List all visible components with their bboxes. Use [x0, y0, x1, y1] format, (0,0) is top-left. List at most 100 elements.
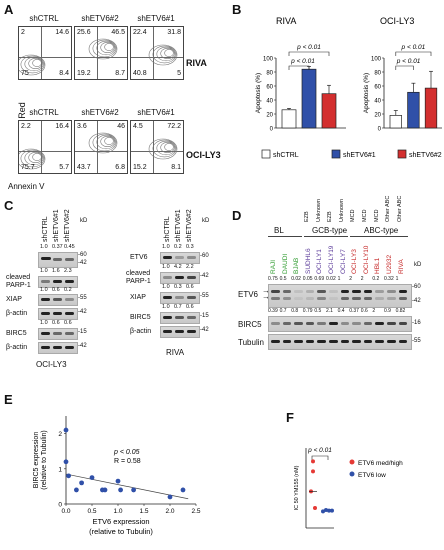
data-point [63, 427, 69, 433]
trend-line [65, 473, 189, 500]
band [187, 256, 196, 259]
xiap-quant: 0.3 [174, 284, 182, 290]
lane-header: shCTRL [42, 216, 49, 242]
kd-marker: -42 [412, 298, 421, 304]
band [53, 332, 62, 335]
kd-marker: -60 [412, 284, 421, 290]
contour-plot [88, 132, 118, 154]
quadrant-line-v [41, 27, 42, 79]
subtype-label: EZB [327, 211, 334, 222]
band [175, 316, 184, 319]
lane-header: shETV6#2 [64, 209, 71, 242]
row-label-etv6: ETV6 [130, 254, 148, 261]
parp-quant: 4.2 [174, 264, 182, 270]
row-label-parp: cleaved PARP-1 [6, 274, 31, 289]
panel-c-label: C [4, 198, 14, 213]
etv6-quant: 0.37 [52, 244, 63, 250]
kd-marker: -55 [412, 338, 421, 344]
quadrant-value-ul: 2.2 [21, 123, 31, 130]
quadrant-value-ur: 46 [117, 123, 125, 130]
row-label-actin: β-actin [130, 328, 152, 335]
blot-actin-2 [38, 342, 78, 354]
quadrant-value-ll: 75 [21, 70, 29, 77]
contour-ring [148, 138, 178, 160]
band [352, 297, 361, 300]
x-axis-label-annexin: Annexin V [8, 182, 45, 191]
kd-marker: -55 [200, 293, 209, 299]
x-tick-label: 1.5 [139, 508, 148, 515]
birc5-quant: 0.6 [64, 320, 72, 326]
legend-swatch [261, 149, 271, 159]
band [41, 257, 51, 260]
cell-line-lane-label: OCI-LY19 [328, 245, 335, 274]
quadrant-value-ul: 22.4 [133, 29, 147, 36]
contour-ring [19, 148, 46, 170]
y-axis-label: Apoptosis (%) [363, 73, 370, 113]
sig-annotation: p < 0.01 [290, 58, 315, 65]
etv6-quant: 2 [360, 276, 364, 282]
y-axis-label-2: (relative to Tubulin) [41, 430, 48, 490]
row-label-etv6: ETV6 [238, 290, 259, 299]
group-divider [304, 236, 348, 237]
band [375, 322, 384, 325]
y-axis-label: Apoptosis (%) [255, 73, 262, 113]
bar-chart-title: OCI-LY3 [380, 16, 414, 26]
band [340, 340, 350, 343]
band [163, 276, 172, 279]
data-point [63, 459, 69, 465]
sig-bracket [395, 51, 432, 56]
band [329, 290, 338, 293]
cell-line-label-ocily3: OCI-LY3 [36, 360, 67, 369]
y-tick-label: 20 [374, 113, 381, 119]
subtype-label: Other ABC [396, 195, 403, 222]
bar [424, 87, 438, 129]
birc5-quant: 0.6 [52, 320, 60, 326]
cell-line-lane-label: OCI-LY10 [362, 245, 370, 274]
flow-plot-title: shCTRL [29, 108, 59, 117]
row-label-tubulin: Tubulin [238, 338, 264, 347]
band [294, 290, 303, 293]
kd-marker: -15 [200, 313, 209, 319]
etv6-quant: 0.45 [64, 244, 75, 250]
kd-marker: -42 [200, 327, 209, 333]
band [317, 340, 326, 343]
blot-tubulin [268, 334, 412, 350]
cell-line-lane-label: OCI-LY7 [339, 249, 347, 274]
band [175, 256, 184, 259]
cell-line-label-riva: RIVA [166, 348, 185, 357]
parp-quant: 1.0 [162, 264, 170, 270]
band [329, 297, 338, 300]
contour-ring [160, 47, 175, 59]
contour-ring [96, 134, 116, 150]
band [65, 312, 74, 315]
birc5-quant: 0.39 [268, 308, 278, 314]
y-tick-label: 80 [374, 71, 381, 77]
contour-ring [156, 140, 176, 156]
band [65, 298, 74, 301]
x-tick-label: 2.5 [191, 508, 200, 515]
cell-line-lane-label: SUDHL6 [304, 248, 312, 274]
xiap-quant: 0.6 [186, 284, 194, 290]
data-point [74, 487, 79, 493]
quadrant-line-v [41, 121, 42, 173]
kd-header: kD [202, 218, 210, 224]
blot-parp [160, 272, 200, 284]
y-tick-label: 60 [374, 85, 381, 91]
contour-ring [24, 150, 44, 166]
data-point [66, 473, 71, 479]
band [317, 297, 326, 300]
group-divider [268, 236, 302, 237]
kd-header: kD [80, 218, 88, 224]
lane-header: shETV6#1 [175, 209, 182, 242]
band [375, 297, 384, 300]
birc5-quant: 0.7 [174, 304, 182, 310]
band [398, 297, 408, 300]
x-axis-label-1: ETV6 expression [92, 517, 149, 526]
band [41, 346, 50, 349]
y-tick-label: 20 [266, 113, 273, 119]
band [387, 340, 396, 343]
band [41, 298, 50, 301]
flow-plot-title: shETV6#2 [81, 14, 119, 23]
contour-ring [88, 38, 118, 60]
quadrant-value-ll: 15.2 [133, 164, 147, 171]
